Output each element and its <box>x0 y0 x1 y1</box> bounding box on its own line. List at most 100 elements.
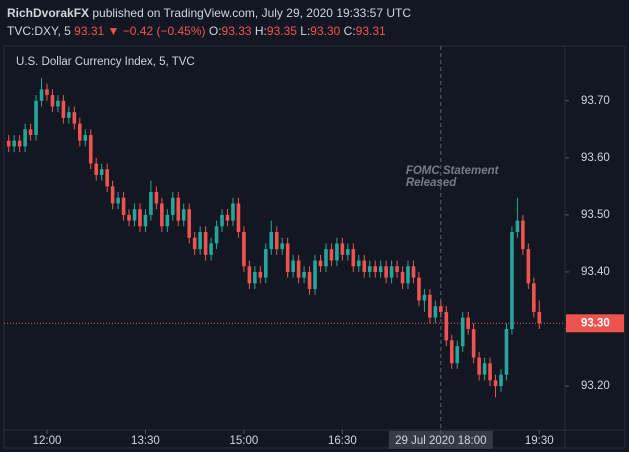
l: 93.30 <box>310 24 341 38</box>
candle-body <box>428 294 432 318</box>
publisher: RichDvorakFX <box>7 6 90 20</box>
y-tick-label: 93.60 <box>581 152 610 164</box>
candle-body <box>521 220 525 250</box>
candle-body <box>258 271 263 278</box>
o: 93.33 <box>221 24 252 38</box>
candle-body <box>165 214 170 227</box>
candle-body <box>99 169 104 175</box>
candle-body <box>395 266 399 272</box>
candle-body <box>176 197 181 221</box>
candle-body <box>373 266 377 272</box>
candle-body <box>433 306 438 318</box>
candle-body <box>455 346 460 364</box>
crosshair-label-bg <box>388 431 493 449</box>
candle-body <box>39 89 44 101</box>
candle-body <box>346 249 350 255</box>
candle-body <box>449 340 454 364</box>
candle-body <box>351 249 356 267</box>
candle-body <box>72 112 77 124</box>
candle-body <box>356 260 361 267</box>
candle-body <box>526 249 531 284</box>
x-tick-label: 16:30 <box>328 435 357 447</box>
publish-line: RichDvorakFX published on TradingView.co… <box>7 6 411 20</box>
candle-body <box>291 260 295 272</box>
arrow: ▼ <box>107 24 120 38</box>
candle-body <box>499 374 503 387</box>
candle-body <box>34 100 38 136</box>
annotation: Released <box>406 177 457 189</box>
candle-body <box>214 226 219 244</box>
candle-body <box>285 243 290 272</box>
candle-body <box>61 100 66 118</box>
last: 93.31 <box>74 24 105 38</box>
candle-body <box>192 237 197 250</box>
candle-body <box>236 203 241 233</box>
candle-body <box>274 232 279 250</box>
candle-body <box>88 135 93 164</box>
candle-body <box>94 163 99 175</box>
candle-body <box>329 249 334 261</box>
candle-body <box>242 232 246 267</box>
candle-body <box>296 260 301 278</box>
y-tick-label: 93.20 <box>581 380 610 392</box>
candle-body <box>460 317 465 347</box>
l-label: L: <box>300 24 311 38</box>
x-tick-label: 13:30 <box>131 435 160 447</box>
candle-body <box>263 249 268 278</box>
candle-body <box>83 135 88 141</box>
candle-body <box>231 203 235 221</box>
candle-body <box>28 129 33 136</box>
candle-body <box>313 260 317 290</box>
c: 93.31 <box>355 24 386 38</box>
candle-body <box>203 232 208 255</box>
candle-body <box>302 271 306 278</box>
y-tick-label: 93.40 <box>581 266 610 278</box>
y-tick-label: 93.50 <box>581 209 610 221</box>
change: −0.42 (−0.45%) <box>122 24 206 38</box>
candle-body <box>384 266 388 278</box>
candle-body <box>307 271 312 290</box>
published: published on TradingView.com, July 29, 2… <box>92 6 412 20</box>
candle-body <box>181 209 186 221</box>
candle-body <box>493 380 498 387</box>
candle-body <box>132 209 137 221</box>
candle-body <box>422 294 427 301</box>
candle-body <box>45 89 49 96</box>
candle-body <box>12 140 16 147</box>
candle-body <box>143 214 148 227</box>
candle-body <box>50 95 55 107</box>
candle-body <box>362 260 367 272</box>
candle-body <box>318 260 323 267</box>
c-label: C: <box>343 24 356 38</box>
chart-title: U.S. Dollar Currency Index, 5, TVC <box>16 56 195 68</box>
candle-body <box>138 209 142 227</box>
candle-body <box>477 357 481 375</box>
candle-body <box>389 266 394 278</box>
last-price-label: 93.30 <box>581 317 610 329</box>
candle-body <box>439 306 443 312</box>
x-tick-label: 29 Jul 2020 18:00 <box>395 435 486 447</box>
candle-body <box>127 214 131 221</box>
candle-body <box>105 169 109 187</box>
candle-body <box>532 283 536 312</box>
candle-body <box>121 197 126 215</box>
candle-body <box>110 186 115 204</box>
candle-body <box>515 220 520 233</box>
h: 93.35 <box>266 24 297 38</box>
candle-body <box>247 266 252 284</box>
candle-body <box>198 232 202 250</box>
annotation: FOMC Statement <box>406 165 500 177</box>
x-tick-label: 15:00 <box>230 435 259 447</box>
candle-body <box>444 311 449 341</box>
x-tick-label: 19:30 <box>525 435 554 447</box>
o-label: O: <box>208 24 222 38</box>
last-price-box <box>566 314 624 333</box>
candle-body <box>269 232 274 250</box>
x-tick-label: 12:00 <box>33 435 62 447</box>
frame <box>3 45 626 449</box>
candle-body <box>335 243 339 261</box>
candle-body <box>340 243 345 255</box>
candle-body <box>537 311 542 324</box>
